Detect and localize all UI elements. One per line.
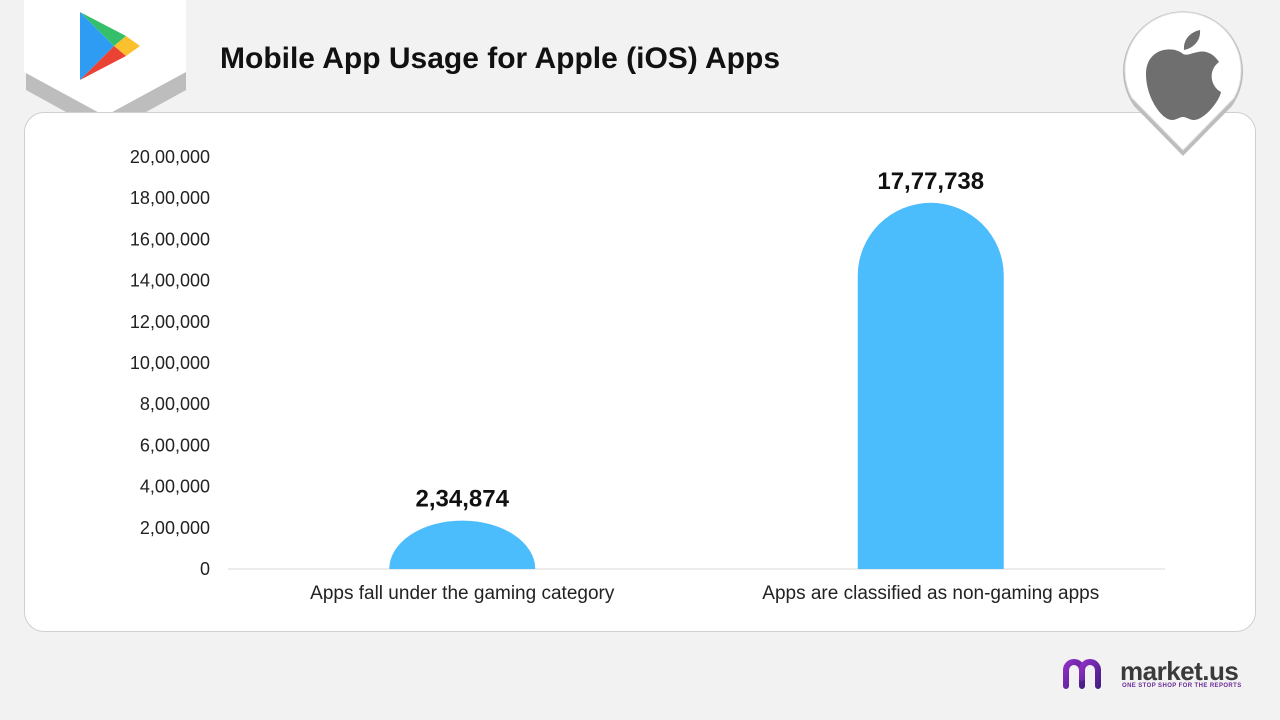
google-play-badge [24,0,186,134]
brand-tagline: ONE STOP SHOP FOR THE REPORTS [1122,683,1242,689]
google-play-icon [80,12,140,80]
y-tick-label: 16,00,000 [130,229,210,249]
bar-value-label: 2,34,874 [416,486,510,513]
x-tick-label: Apps are classified as non-gaming apps [762,583,1099,604]
y-tick-label: 2,00,000 [140,518,210,538]
y-tick-label: 8,00,000 [140,394,210,414]
bar [389,520,536,569]
brand-name: market.us [1120,656,1239,686]
bar-value-label: 17,77,738 [877,168,984,195]
y-tick-label: 12,00,000 [130,312,210,332]
y-tick-label: 0 [200,559,210,579]
y-tick-label: 14,00,000 [130,271,210,291]
y-tick-label: 20,00,000 [130,147,210,167]
market-us-logo-icon [1063,659,1111,689]
apple-badge [1123,11,1243,156]
bar [857,202,1004,570]
chart-card: 0 2,00,000 4,00,000 6,00,000 8,00,000 10,00,0… [24,112,1256,632]
y-tick-label: 6,00,000 [140,435,210,455]
y-tick-label: 10,00,000 [130,353,210,373]
bar-chart: 0 2,00,000 4,00,000 6,00,000 8,00,000 10,00,0… [130,147,1165,604]
y-tick-label: 18,00,000 [130,188,210,208]
y-tick-label: 4,00,000 [140,477,210,497]
brand-logo: market.us ONE STOP SHOP FOR THE REPORTS [1062,656,1262,696]
x-tick-label: Apps fall under the gaming category [310,583,615,604]
page-title: Mobile App Usage for Apple (iOS) Apps [220,42,781,75]
apple-icon [1146,30,1221,120]
